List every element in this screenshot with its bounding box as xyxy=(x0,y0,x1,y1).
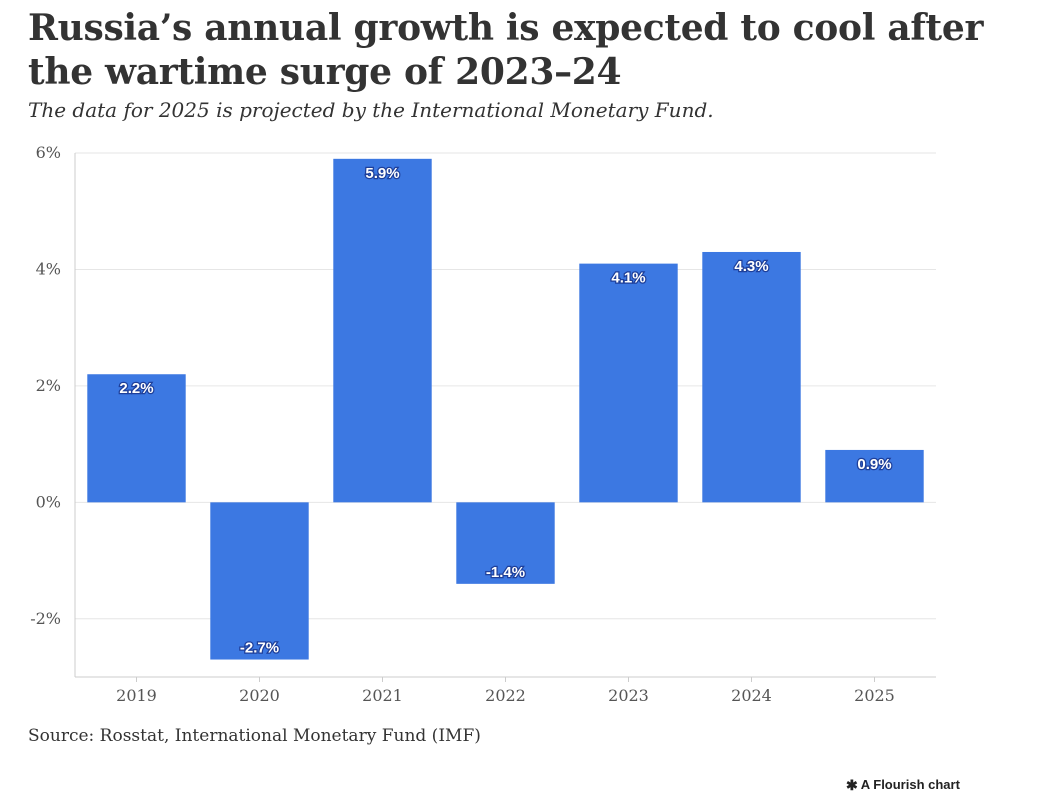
y-tick-label: 6% xyxy=(36,143,61,162)
source-note: Source: Rosstat, International Monetary … xyxy=(28,726,481,746)
y-tick-label: -2% xyxy=(30,609,61,628)
chart-subtitle: The data for 2025 is projected by the In… xyxy=(28,98,714,122)
flourish-asterisk-icon: ✱ xyxy=(846,776,858,793)
y-tick-label: 4% xyxy=(36,259,61,278)
bar xyxy=(579,263,678,503)
bar xyxy=(210,502,309,660)
x-tick-label: 2024 xyxy=(731,686,772,705)
bar-value-label: 4.3% xyxy=(734,258,768,275)
flourish-credit-link[interactable]: ✱ A Flourish chart xyxy=(846,777,960,792)
bar-value-label: 4.1% xyxy=(611,270,645,287)
bar xyxy=(87,374,186,503)
x-tick-label: 2025 xyxy=(854,686,895,705)
x-tick-label: 2022 xyxy=(485,686,526,705)
bars xyxy=(87,158,924,660)
y-tick-label: 2% xyxy=(36,376,61,395)
bar xyxy=(333,158,432,503)
x-tick-label: 2023 xyxy=(608,686,649,705)
bar-value-label: 0.9% xyxy=(857,456,891,473)
axes: -2% 0% 2% 4% 6% 2019 2020 2021 2022 2023 2024 2025 xyxy=(30,143,936,705)
bar-value-label: 2.2% xyxy=(119,380,153,397)
bar xyxy=(456,502,555,584)
y-tick-label: 0% xyxy=(36,492,61,511)
x-tick-label: 2021 xyxy=(362,686,403,705)
bar xyxy=(825,449,924,503)
data-labels: 2.2% -2.7% 5.9% -1.4% 4.1% 4.3% 0.9% xyxy=(118,164,893,658)
chart-title: Russia’s annual growth is expected to co… xyxy=(28,7,984,93)
bar xyxy=(702,251,801,503)
x-tick-label: 2020 xyxy=(239,686,280,705)
x-tick-label: 2019 xyxy=(116,686,157,705)
credit-label: A Flourish chart xyxy=(860,777,960,792)
bar-chart: -2%0%2%4%6%2019 2020 2021 2022 2023 2024 2025 … xyxy=(30,143,936,705)
bar-value-label: -2.7% xyxy=(240,640,279,657)
bar-value-label: 5.9% xyxy=(365,165,399,182)
bar-value-label: -1.4% xyxy=(486,564,525,581)
